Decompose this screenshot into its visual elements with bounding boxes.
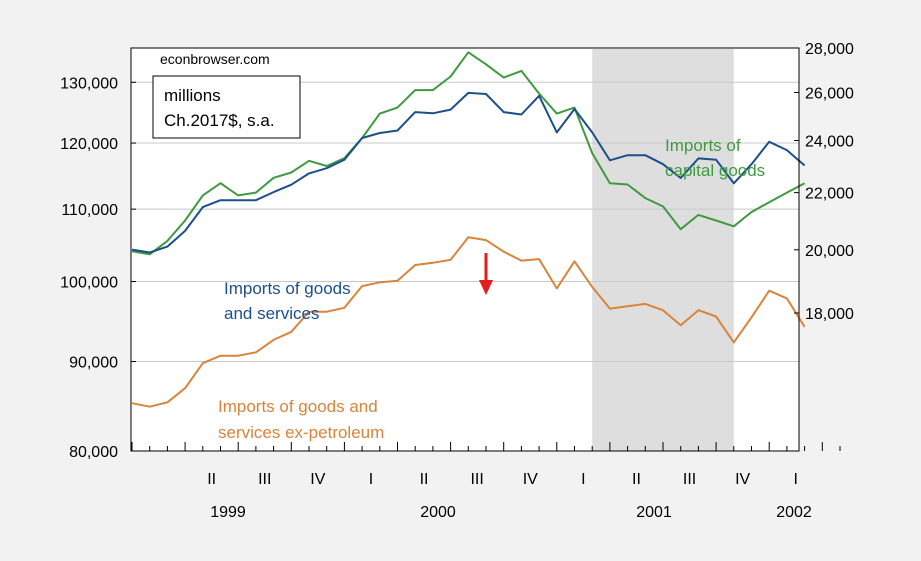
right-tick-label: 28,000 <box>805 41 854 58</box>
series-line-1 <box>131 91 806 254</box>
x-quarter-label: II <box>207 471 216 488</box>
x-quarter-label: IV <box>735 471 750 488</box>
left-tick-label: 80,000 <box>69 444 118 461</box>
x-quarter-label: IV <box>523 471 538 488</box>
x-year-label: 2002 <box>776 504 812 521</box>
units-line-1: millions <box>164 86 221 105</box>
x-quarter-label: III <box>258 471 271 488</box>
source-label: econbrowser.com <box>160 51 270 67</box>
x-quarter-label: III <box>470 471 483 488</box>
x-quarter-label: I <box>369 471 373 488</box>
x-quarter-label: IV <box>310 471 325 488</box>
highlight-arrow-head <box>479 280 493 295</box>
x-quarter-label: III <box>683 471 696 488</box>
left-tick-label: 100,000 <box>60 275 118 292</box>
right-tick-label: 20,000 <box>805 243 854 260</box>
right-tick-label: 22,000 <box>805 186 854 203</box>
x-quarter-label: I <box>581 471 585 488</box>
left-tick-label: 130,000 <box>60 75 118 92</box>
left-tick-label: 120,000 <box>60 136 118 153</box>
left-tick-label: 90,000 <box>69 355 118 372</box>
grid-layer <box>131 81 799 363</box>
right-tick-label: 18,000 <box>805 306 854 323</box>
x-quarter-label: II <box>420 471 429 488</box>
label-goods-services-1: Imports of goods <box>224 279 351 298</box>
x-quarter-label: I <box>794 471 798 488</box>
label-capital-goods-1: Imports of <box>665 136 741 155</box>
label-ex-petroleum-2: services ex-petroleum <box>218 423 384 442</box>
left-tick-label: 110,000 <box>61 202 118 219</box>
label-goods-services-2: and services <box>224 304 319 323</box>
axis-layer: 80,000 90,000 100,000 110,000 120,000 130,000… <box>60 41 854 521</box>
x-quarter-label: II <box>632 471 641 488</box>
series-layer <box>131 51 806 408</box>
x-year-label: 1999 <box>210 504 246 521</box>
recession-layer <box>592 49 734 451</box>
label-ex-petroleum-1: Imports of goods and <box>218 397 378 416</box>
series-line-2 <box>131 236 806 408</box>
x-year-label: 2000 <box>420 504 456 521</box>
units-box <box>152 75 301 139</box>
series-line-0 <box>131 51 806 256</box>
right-tick-label: 24,000 <box>805 133 854 150</box>
x-year-label: 2001 <box>636 504 672 521</box>
label-capital-goods-2: capital goods <box>665 161 765 180</box>
recession-shading <box>592 49 734 451</box>
units-line-2: Ch.2017$, s.a. <box>164 111 275 130</box>
arrow-layer <box>479 253 493 295</box>
right-tick-label: 26,000 <box>805 85 854 102</box>
